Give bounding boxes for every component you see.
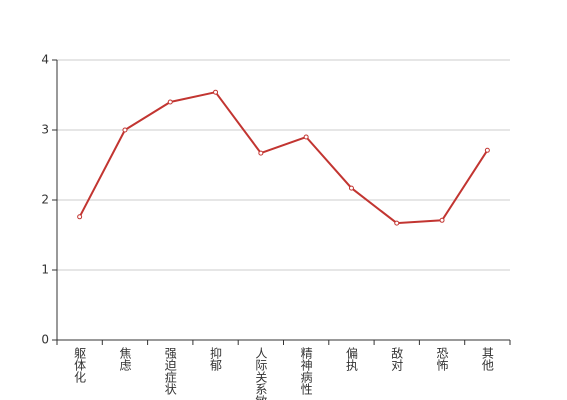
x-tick-label: 躯体化	[73, 346, 87, 384]
point	[122, 127, 128, 133]
point	[167, 99, 173, 105]
line	[78, 91, 489, 225]
x-tick-label: 焦虑	[118, 347, 132, 371]
point	[77, 214, 83, 220]
point	[348, 185, 354, 191]
point	[439, 217, 445, 223]
y-tick-label: 1	[41, 263, 49, 277]
x-tick-label: 强迫症状	[163, 347, 177, 395]
point	[303, 134, 309, 140]
y-tick-label: 0	[41, 333, 49, 347]
point	[258, 150, 264, 156]
x-tick-label: 人际关系敏感	[254, 347, 268, 400]
point	[394, 220, 400, 226]
y-tick-label: 2	[41, 193, 49, 207]
x-tick-label: 其他	[480, 347, 494, 371]
x-tick-label: 精神病性	[299, 347, 313, 396]
point	[213, 89, 219, 95]
point	[484, 147, 490, 153]
x-tick-label: 敌对	[390, 346, 404, 371]
x-tick-label: 抑郁	[209, 346, 223, 372]
x-tick-label: 偏执	[344, 346, 358, 372]
y-tick-label: 4	[41, 53, 49, 67]
x-tick-label: 恐怖	[435, 347, 449, 371]
y-tick-label: 3	[41, 123, 49, 137]
